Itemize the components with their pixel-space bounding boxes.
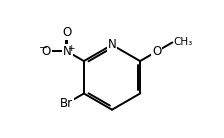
Text: O: O: [152, 45, 162, 58]
Text: Br: Br: [59, 97, 73, 110]
Text: O: O: [42, 45, 51, 58]
Text: CH₃: CH₃: [174, 37, 193, 47]
Text: O: O: [62, 26, 72, 39]
Text: N: N: [108, 38, 116, 51]
Text: −: −: [39, 43, 48, 53]
Text: N: N: [63, 45, 71, 58]
Text: +: +: [67, 44, 75, 53]
